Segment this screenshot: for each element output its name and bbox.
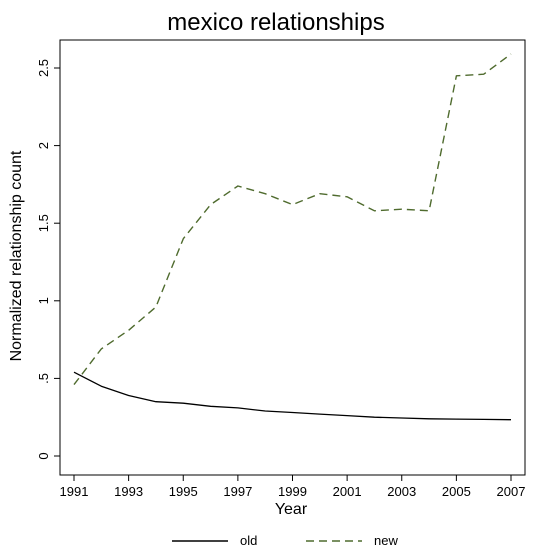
series-line-old	[73, 371, 512, 421]
x-tick-label: 2001	[333, 484, 362, 499]
y-tick-label: 0	[36, 452, 51, 459]
x-tick-label: 1995	[169, 484, 198, 499]
legend-label-new: new	[374, 533, 398, 548]
chart-title: mexico relationships	[167, 9, 384, 36]
plot-frame	[59, 39, 526, 476]
series-layer	[73, 53, 512, 421]
x-tick-label: 1991	[60, 484, 89, 499]
y-tick-label: 2	[36, 142, 51, 149]
legend: old new	[172, 533, 398, 548]
x-tick-label: 2003	[387, 484, 416, 499]
x-axis: 1991 1993 1995 1997 1999 2001 2003 2005 2007	[60, 475, 526, 499]
x-axis-label: Year	[275, 501, 308, 518]
y-tick-label: .5	[36, 373, 51, 384]
x-tick-label: 1999	[278, 484, 307, 499]
y-axis-label: Normalized relationship count	[8, 150, 25, 361]
y-axis: 0 .5 1 1.5 2 2.5	[36, 59, 60, 460]
x-tick-label: 2005	[442, 484, 471, 499]
y-tick-label: 2.5	[36, 59, 51, 77]
y-tick-label: 1.5	[36, 214, 51, 232]
x-tick-label: 1997	[223, 484, 252, 499]
x-tick-label: 1993	[114, 484, 143, 499]
legend-label-old: old	[240, 533, 257, 548]
y-tick-label: 1	[36, 297, 51, 304]
series-line-new	[73, 53, 512, 386]
x-tick-label: 2007	[497, 484, 526, 499]
